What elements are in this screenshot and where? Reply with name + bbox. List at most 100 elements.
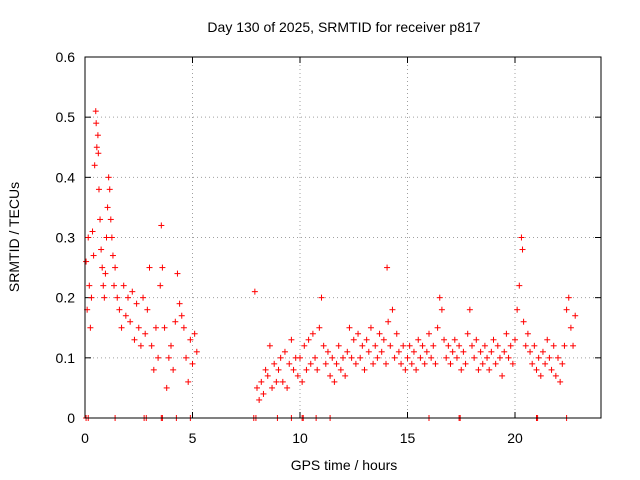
data-point bbox=[466, 306, 473, 313]
data-point bbox=[189, 360, 196, 367]
data-point bbox=[157, 282, 164, 289]
data-point bbox=[299, 378, 306, 385]
data-point bbox=[404, 354, 411, 361]
data-point bbox=[158, 222, 165, 229]
data-point bbox=[95, 150, 102, 157]
data-point bbox=[105, 174, 112, 181]
data-point bbox=[318, 294, 325, 301]
data-point bbox=[294, 372, 301, 379]
data-point bbox=[514, 306, 521, 313]
data-point bbox=[350, 336, 357, 343]
x-tick-label: 0 bbox=[81, 430, 89, 446]
data-point bbox=[99, 264, 106, 271]
data-point bbox=[524, 330, 531, 337]
data-point bbox=[469, 342, 475, 349]
data-point bbox=[335, 342, 342, 349]
data-point bbox=[471, 354, 478, 361]
data-point bbox=[359, 342, 366, 349]
data-point bbox=[516, 282, 523, 289]
data-point bbox=[127, 318, 134, 325]
data-point bbox=[376, 330, 383, 337]
data-point bbox=[185, 378, 192, 385]
data-point bbox=[103, 234, 110, 241]
data-point bbox=[91, 162, 98, 169]
data-point bbox=[370, 360, 377, 367]
data-point bbox=[100, 282, 107, 289]
data-point bbox=[125, 294, 131, 301]
data-point bbox=[344, 348, 351, 355]
data-point bbox=[101, 294, 108, 301]
data-point bbox=[83, 258, 90, 265]
data-point bbox=[275, 366, 282, 373]
data-point bbox=[150, 366, 157, 373]
data-point bbox=[432, 360, 439, 367]
data-point bbox=[385, 318, 392, 325]
data-point bbox=[393, 330, 400, 337]
data-point bbox=[419, 342, 426, 349]
data-point bbox=[555, 354, 561, 361]
data-point bbox=[447, 360, 454, 367]
data-point bbox=[567, 324, 574, 331]
data-point bbox=[172, 318, 179, 325]
data-point bbox=[342, 372, 349, 379]
data-point bbox=[479, 360, 486, 367]
data-point bbox=[85, 234, 92, 241]
y-tick-label: 0.1 bbox=[56, 350, 76, 366]
y-tick-label: 0.2 bbox=[56, 290, 76, 306]
data-point bbox=[496, 354, 503, 361]
data-point bbox=[93, 120, 100, 127]
data-point bbox=[331, 378, 338, 385]
data-point bbox=[104, 204, 111, 211]
data-point bbox=[170, 366, 177, 373]
data-point bbox=[258, 378, 265, 385]
data-point bbox=[122, 312, 129, 319]
data-point bbox=[413, 366, 420, 373]
data-point bbox=[176, 300, 183, 307]
data-point bbox=[94, 132, 101, 139]
data-point bbox=[191, 330, 198, 337]
data-point bbox=[417, 354, 424, 361]
data-point bbox=[486, 366, 493, 373]
x-tick-label: 20 bbox=[507, 430, 523, 446]
data-point bbox=[262, 366, 269, 373]
data-point bbox=[309, 330, 316, 337]
data-point bbox=[445, 342, 452, 349]
data-point bbox=[395, 348, 402, 355]
data-points bbox=[83, 108, 579, 421]
data-point bbox=[355, 330, 362, 337]
data-point bbox=[436, 294, 443, 301]
data-point bbox=[481, 342, 488, 349]
data-point bbox=[546, 354, 553, 361]
data-point bbox=[93, 144, 100, 151]
data-point bbox=[533, 366, 540, 373]
data-point bbox=[337, 366, 344, 373]
data-point bbox=[106, 186, 113, 193]
data-point bbox=[288, 336, 295, 343]
data-point bbox=[277, 354, 284, 361]
data-point bbox=[314, 366, 321, 373]
y-tick-label: 0 bbox=[67, 410, 75, 426]
data-point bbox=[102, 270, 109, 277]
data-point bbox=[348, 354, 355, 361]
data-point bbox=[572, 312, 579, 319]
data-point bbox=[537, 372, 544, 379]
data-point bbox=[415, 336, 422, 343]
data-point bbox=[165, 354, 172, 361]
data-point bbox=[462, 360, 469, 367]
data-point bbox=[307, 360, 314, 367]
data-point bbox=[512, 336, 518, 343]
data-point bbox=[426, 330, 432, 337]
data-point bbox=[380, 336, 387, 343]
data-point bbox=[449, 348, 456, 355]
data-point bbox=[402, 366, 409, 373]
data-point bbox=[152, 324, 159, 331]
data-point bbox=[456, 342, 463, 349]
data-point bbox=[86, 282, 93, 289]
data-point bbox=[434, 324, 441, 331]
data-point bbox=[352, 360, 359, 367]
data-point bbox=[490, 336, 497, 343]
plot-frame bbox=[84, 56, 602, 419]
data-point bbox=[520, 318, 527, 325]
data-point bbox=[111, 282, 118, 289]
data-point bbox=[95, 186, 102, 193]
